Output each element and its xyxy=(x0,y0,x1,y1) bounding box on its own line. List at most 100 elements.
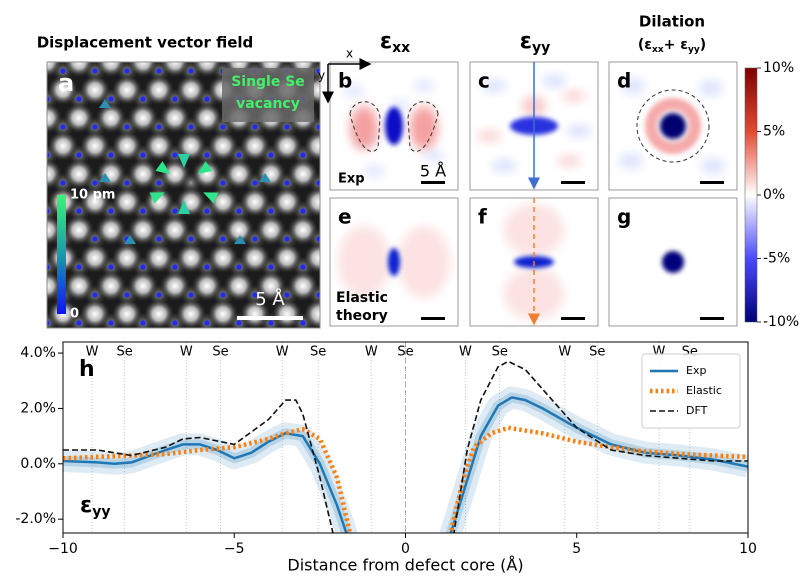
atom-site xyxy=(268,152,273,157)
atom xyxy=(16,187,46,217)
atom-site xyxy=(76,264,81,269)
strain-blob xyxy=(567,125,591,137)
atom-site xyxy=(156,348,161,353)
strain-blob xyxy=(699,80,723,96)
atom-site xyxy=(76,152,81,157)
atom-site xyxy=(300,152,305,157)
atom xyxy=(272,19,302,49)
atom xyxy=(0,103,30,133)
atom-site xyxy=(252,180,257,185)
atom-site xyxy=(204,152,209,157)
column-formula: (εxx+ εyy) xyxy=(638,37,706,55)
atom-site xyxy=(268,40,273,45)
atom-site xyxy=(92,236,97,241)
y-tick-label: 2.0% xyxy=(20,400,56,416)
legend-label: Exp xyxy=(686,364,706,377)
atom-site xyxy=(108,320,113,325)
panel-label: b xyxy=(338,69,352,93)
atom-site xyxy=(60,124,65,129)
y-tick-label: -2.0% xyxy=(15,511,56,527)
atom-site xyxy=(172,96,177,101)
scale-bar xyxy=(421,181,445,184)
atom-site xyxy=(140,152,145,157)
colorbar-label: 10% xyxy=(763,60,794,76)
atom-site xyxy=(220,124,225,129)
atom-site-label: W xyxy=(459,345,472,360)
atom-site xyxy=(204,320,209,325)
column-title: εyy xyxy=(520,29,551,56)
atom xyxy=(336,19,366,49)
atom-site xyxy=(172,320,177,325)
strain-blob xyxy=(557,155,581,167)
core xyxy=(662,251,684,273)
colorbar-label: 0% xyxy=(763,187,785,203)
atom xyxy=(260,32,282,54)
strain-blob xyxy=(477,130,501,142)
scale-label: 5 Å xyxy=(420,162,446,181)
atom xyxy=(244,340,266,362)
y-tick-label: 4.0% xyxy=(20,345,56,361)
atom-site xyxy=(140,208,145,213)
colorbar-label: 5% xyxy=(763,124,785,140)
symbol: ε xyxy=(380,29,392,54)
panel-note: theory xyxy=(336,308,388,324)
panel-a-title: Displacement vector field xyxy=(37,34,254,52)
subscript: xx xyxy=(392,40,410,56)
strain-blob xyxy=(338,226,390,298)
strain-blob xyxy=(492,160,516,172)
x-tick-label: −5 xyxy=(224,541,245,557)
atom xyxy=(20,116,42,138)
atom-site xyxy=(156,68,161,73)
atom xyxy=(0,159,30,189)
formula-part: xx xyxy=(652,45,664,55)
colorbar-label: -5% xyxy=(763,251,790,267)
x-tick-label: 10 xyxy=(739,541,757,557)
formula-part: ) xyxy=(700,37,706,53)
atom-site xyxy=(348,348,353,353)
atom-site xyxy=(236,320,241,325)
column-title: Dilation xyxy=(639,13,705,31)
colorbar xyxy=(57,195,66,314)
atom-site xyxy=(124,292,129,297)
subscript: yy xyxy=(92,504,110,520)
atom-site xyxy=(188,236,193,241)
atom-site xyxy=(28,68,33,73)
atom-site xyxy=(284,124,289,129)
atom-site xyxy=(316,292,321,297)
strain-blob xyxy=(388,248,400,276)
subscript: yy xyxy=(532,40,550,56)
atom-site xyxy=(76,96,81,101)
strain-blob xyxy=(504,268,564,320)
atom-site xyxy=(156,292,161,297)
atom-site xyxy=(268,320,273,325)
strain-blob xyxy=(414,80,434,92)
atom-site xyxy=(268,208,273,213)
atom-site xyxy=(28,292,33,297)
colorbar-label: 0 xyxy=(70,307,79,322)
atom-site xyxy=(156,180,161,185)
note: Single Se xyxy=(231,74,305,90)
atom-site xyxy=(92,292,97,297)
atom-site xyxy=(316,180,321,185)
atom-site xyxy=(172,152,177,157)
scale-bar xyxy=(561,181,585,184)
atom-site xyxy=(332,40,337,45)
panel-label: g xyxy=(617,205,631,229)
atom-site xyxy=(284,180,289,185)
atom-site xyxy=(140,320,145,325)
symbol: ε xyxy=(80,493,92,518)
note: vacancy xyxy=(236,96,300,112)
atom-site xyxy=(108,264,113,269)
atom xyxy=(292,32,314,54)
atom-site xyxy=(108,96,113,101)
atom xyxy=(304,19,334,49)
atom xyxy=(324,32,346,54)
atom-site xyxy=(204,96,209,101)
x-tick-label: 5 xyxy=(572,541,581,557)
atom xyxy=(16,243,46,273)
atom-site xyxy=(252,348,257,353)
atom-site-label: W xyxy=(180,345,193,360)
atom-site xyxy=(28,124,33,129)
axis-name: y xyxy=(318,69,325,83)
scale-bar xyxy=(700,317,724,320)
